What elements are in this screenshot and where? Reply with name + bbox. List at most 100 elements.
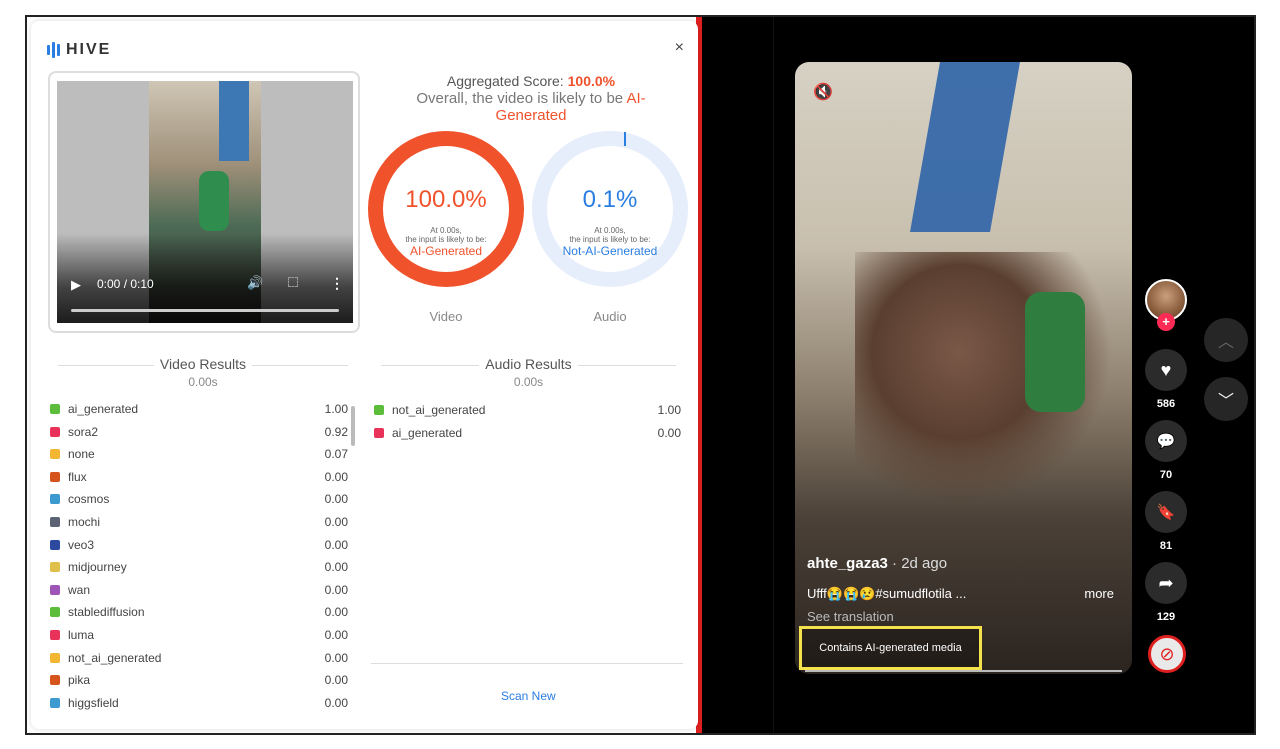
result-value: 0.00	[657, 425, 681, 440]
audio-results-title: Audio Results	[479, 356, 578, 372]
video-time: 0:00 / 0:10	[97, 277, 154, 291]
hive-dialog: HIVE × ▶ 0:00 / 0:10 🔊 ⋮	[31, 21, 698, 729]
result-label: luma	[68, 628, 95, 642]
post-author: ahte_gaza3 · 2d ago	[807, 555, 947, 572]
bookmark-count: 81	[1159, 540, 1173, 552]
result-label: veo3	[68, 537, 95, 552]
like-count: 586	[1156, 398, 1176, 410]
close-icon[interactable]: ×	[674, 39, 684, 56]
overall-verdict: AI-Generated	[495, 90, 646, 124]
result-value: 0.00	[324, 695, 348, 710]
result-color-swatch	[50, 517, 60, 527]
result-color-swatch	[50, 630, 60, 640]
audio-results-time: 0.00s	[513, 375, 544, 389]
post-age: · 2d ago	[887, 555, 948, 572]
video-scene-figure	[1025, 292, 1085, 412]
result-label: ai_generated	[392, 425, 463, 440]
result-label: cosmos	[68, 492, 110, 507]
chevron-down-icon: ﹀	[1217, 393, 1234, 410]
screenshot-frame: HIVE × ▶ 0:00 / 0:10 🔊 ⋮	[25, 15, 1256, 735]
chevron-up-icon: ︿	[1217, 334, 1234, 351]
result-value: 1.00	[324, 402, 348, 416]
like-button[interactable]: ♥	[1145, 349, 1187, 391]
result-row: luma 0.00	[50, 627, 348, 643]
result-label: not_ai_generated	[68, 650, 162, 665]
audio-gauge-ring: 0.1% At 0.00s, the input is likely to be:…	[532, 131, 688, 287]
result-color-swatch	[374, 405, 384, 415]
result-value: 0.00	[324, 605, 348, 620]
result-color-swatch	[50, 449, 60, 460]
mute-icon[interactable]: 🔇	[813, 84, 833, 101]
audio-gauge-likely: the input is likely to be:	[569, 235, 651, 244]
result-value: 1.00	[657, 403, 681, 417]
result-label: midjourney	[68, 560, 127, 575]
result-value: 0.00	[324, 560, 348, 575]
result-row: cosmos 0.00	[50, 491, 348, 507]
scan-new-link[interactable]: Scan New	[501, 689, 556, 703]
aggregated-score-value: 100.0%	[567, 73, 616, 89]
video-results-time: 0.00s	[188, 375, 218, 389]
result-label: higgsfield	[68, 695, 119, 710]
audio-gauge-fill	[624, 132, 626, 146]
result-row: mochi 0.00	[50, 514, 348, 530]
aggregated-score-label: Aggregated Score:	[446, 73, 564, 89]
footer-rule	[371, 663, 683, 664]
play-icon[interactable]: ▶	[71, 277, 81, 292]
result-row: pika 0.00	[50, 672, 348, 688]
next-video-button[interactable]: ﹀	[1204, 377, 1248, 421]
fullscreen-icon[interactable]	[288, 277, 298, 287]
share-count: 129	[1156, 611, 1176, 623]
bookmark-button[interactable]: 🔖	[1145, 491, 1187, 533]
result-label: none	[68, 447, 95, 462]
share-button[interactable]: ➦	[1145, 562, 1187, 604]
see-translation-link[interactable]: See translation	[807, 609, 894, 624]
audio-gauge-label: Audio	[593, 309, 627, 324]
result-row: ai_generated 0.00	[374, 425, 681, 441]
hive-logo-icon	[47, 42, 60, 58]
video-results-list: ai_generated 1.00 sora2 0.92 none 0.07 flux 0.0…	[50, 401, 348, 721]
video-gauge-label: Video	[429, 309, 463, 324]
aggregated-score: Aggregated Score: 100.0% Overall, the vid…	[381, 73, 681, 124]
username[interactable]: ahte_gaza3	[807, 555, 888, 572]
result-value: 0.00	[324, 673, 348, 688]
result-value: 0.00	[324, 537, 348, 552]
result-color-swatch	[50, 697, 60, 708]
overall-prefix: Overall, the video is likely to be	[416, 90, 624, 107]
result-row: flux 0.00	[50, 469, 348, 485]
video-gauge-pct: 100.0%	[405, 186, 487, 213]
result-row: stablediffusion 0.00	[50, 604, 348, 620]
result-color-swatch	[50, 562, 60, 573]
hive-panel: HIVE × ▶ 0:00 / 0:10 🔊 ⋮	[27, 17, 702, 733]
not-interested-icon[interactable]: ⊘	[1148, 635, 1186, 673]
result-row: ai_generated 1.00	[50, 401, 348, 417]
result-color-swatch	[50, 652, 60, 663]
volume-icon[interactable]: 🔊	[247, 275, 264, 290]
audio-gauge: 0.1% At 0.00s, the input is likely to be:…	[532, 131, 692, 326]
video-progress-bar[interactable]	[71, 309, 339, 312]
tiktok-progress-bar[interactable]	[805, 670, 1122, 672]
result-row: veo3 0.00	[50, 537, 348, 553]
audio-gauge-at: At 0.00s,	[594, 226, 626, 235]
more-options-icon[interactable]: ⋮	[330, 275, 344, 291]
result-row: higgsfield 0.00	[50, 695, 348, 711]
result-value: 0.00	[324, 582, 348, 597]
ai-generated-label[interactable]: Contains AI-generated media	[799, 626, 982, 670]
result-label: flux	[68, 469, 87, 484]
comment-button[interactable]: 💬	[1145, 420, 1187, 462]
hive-logo: HIVE	[47, 41, 111, 59]
previous-video-button[interactable]: ︿	[1204, 318, 1248, 362]
tiktok-video[interactable]: 🔇 ahte_gaza3 · 2d ago Ufff😭😭😢#sumudfloti…	[795, 62, 1132, 674]
video-gauge: 100.0% At 0.00s, the input is likely to b…	[368, 131, 528, 326]
result-label: not_ai_generated	[392, 403, 486, 417]
video-gauge-likely: the input is likely to be:	[405, 235, 487, 244]
result-value: 0.00	[324, 515, 348, 529]
video-controls: ▶ 0:00 / 0:10 🔊 ⋮	[57, 233, 353, 323]
result-color-swatch	[50, 539, 60, 550]
result-row: not_ai_generated 0.00	[50, 650, 348, 666]
video-results-scrollbar[interactable]	[351, 406, 355, 446]
caption-more-button[interactable]: more	[1084, 586, 1114, 601]
video-scene-tarp	[910, 62, 1020, 232]
result-color-swatch	[50, 426, 60, 437]
follow-plus-icon[interactable]: +	[1157, 313, 1175, 331]
video-player[interactable]: ▶ 0:00 / 0:10 🔊 ⋮	[57, 81, 353, 323]
